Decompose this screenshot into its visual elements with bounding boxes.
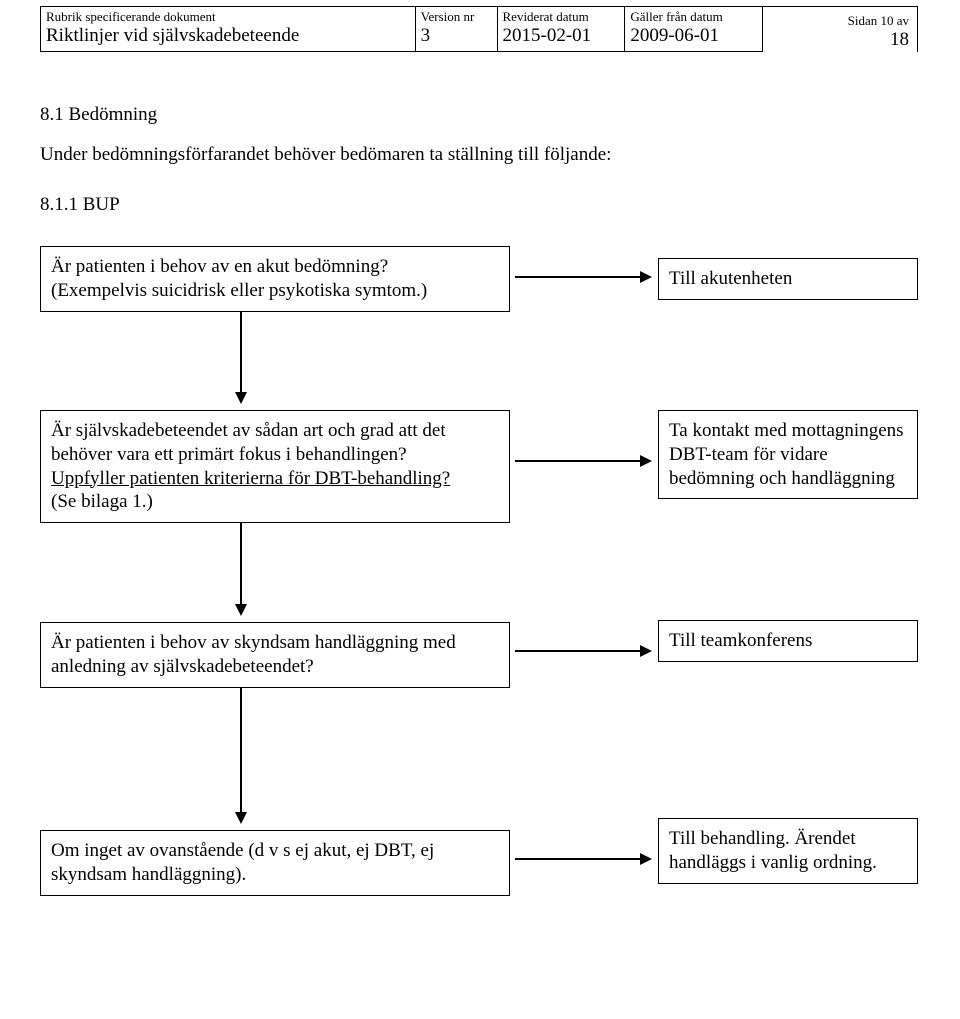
- hdr-col1-label: Rubrik specificerande dokument: [41, 7, 416, 26]
- flow-box-urgent-question: Är patienten i behov av skyndsam handläg…: [40, 622, 510, 688]
- arrow-right-2: [515, 460, 650, 462]
- hdr-page-total: 18: [768, 29, 909, 51]
- flow-box2-line2: Uppfyller patienten kriterierna för DBT-…: [51, 467, 499, 491]
- hdr-page-label: Sidan 10 av: [768, 13, 909, 29]
- flow-box-acute-answer: Till akutenheten: [658, 258, 918, 300]
- arrow-down-1: [240, 312, 242, 402]
- flow-box3-right: Till teamkonferens: [669, 629, 907, 653]
- hdr-col1-value: Riktlinjer vid självskadebeteende: [41, 25, 416, 52]
- flow-box2-line3: (Se bilaga 1.): [51, 490, 499, 514]
- flow-box1-right: Till akutenheten: [669, 267, 907, 291]
- arrow-right-1: [515, 276, 650, 278]
- section-subheading: 8.1.1 BUP: [40, 194, 918, 216]
- arrow-down-3: [240, 688, 242, 822]
- flow-box-none-question: Om inget av ovanstående (d v s ej akut, …: [40, 830, 510, 896]
- arrow-down-2: [240, 522, 242, 614]
- flow-box-dbt-answer: Ta kontakt med mottagningens DBT-team fö…: [658, 410, 918, 499]
- hdr-page-cell: Sidan 10 av 18: [763, 7, 918, 52]
- header-table: Rubrik specificerande dokument Version n…: [40, 6, 918, 52]
- flow-box1-line2: (Exempelvis suicidrisk eller psykotiska …: [51, 279, 499, 303]
- section-intro: Under bedömningsförfarandet behöver bedö…: [40, 144, 918, 166]
- hdr-col4-value: 2009-06-01: [625, 25, 763, 52]
- flow-box2-line1: Är självskadebeteendet av sådan art och …: [51, 419, 499, 467]
- flow-box2-right: Ta kontakt med mottagningens DBT-team fö…: [669, 419, 907, 490]
- arrow-right-3: [515, 650, 650, 652]
- flow-box-dbt-question: Är självskadebeteendet av sådan art och …: [40, 410, 510, 523]
- hdr-col2-label: Version nr: [415, 7, 497, 26]
- flow-box4-right: Till behandling. Ärendet handläggs i van…: [669, 827, 907, 875]
- flow-box-none-answer: Till behandling. Ärendet handläggs i van…: [658, 818, 918, 884]
- section-heading: 8.1 Bedömning: [40, 104, 918, 126]
- hdr-col2-value: 3: [415, 25, 497, 52]
- content-area: 8.1 Bedömning Under bedömningsförfarande…: [40, 104, 918, 224]
- flow-box-urgent-answer: Till teamkonferens: [658, 620, 918, 662]
- flow-box-acute-question: Är patienten i behov av en akut bedömnin…: [40, 246, 510, 312]
- hdr-col4-label: Gäller från datum: [625, 7, 763, 26]
- flow-box3-left: Är patienten i behov av skyndsam handläg…: [51, 631, 499, 679]
- hdr-col3-label: Reviderat datum: [497, 7, 625, 26]
- flow-box4-left: Om inget av ovanstående (d v s ej akut, …: [51, 839, 499, 887]
- arrow-right-4: [515, 858, 650, 860]
- hdr-col3-value: 2015-02-01: [497, 25, 625, 52]
- flow-box1-line1: Är patienten i behov av en akut bedömnin…: [51, 255, 499, 279]
